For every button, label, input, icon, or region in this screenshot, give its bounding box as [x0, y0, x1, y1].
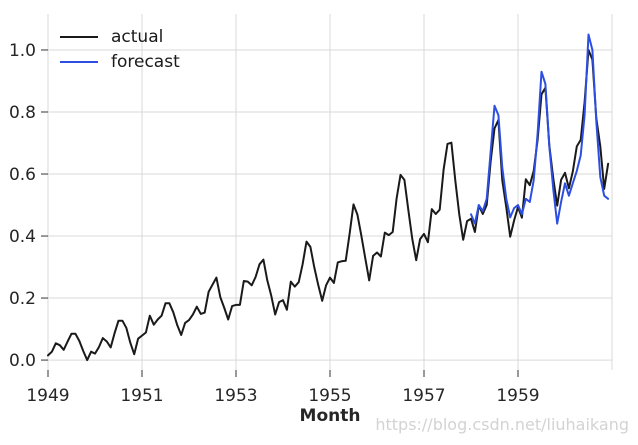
y-tick-label: 0.4: [9, 227, 36, 247]
series-lines: [47, 33, 610, 362]
x-tick-label: 1953: [214, 386, 257, 406]
x-tick-label: 1957: [402, 386, 445, 406]
x-tick-label: 1949: [26, 386, 69, 406]
forecast-series-line: [470, 33, 610, 225]
x-tick-label: 1955: [308, 386, 351, 406]
x-axis-label: Month: [299, 406, 361, 426]
gridlines: [47, 14, 613, 370]
y-tick-label: 0.2: [9, 289, 36, 309]
forecast-line-swatch: [60, 61, 98, 63]
legend-entry-actual: actual: [60, 28, 180, 46]
legend-label-forecast: forecast: [111, 52, 180, 72]
legend: actual forecast: [60, 28, 180, 71]
legend-label-actual: actual: [111, 27, 164, 47]
legend-entry-forecast: forecast: [60, 53, 180, 71]
y-tick-label: 0.6: [9, 165, 36, 185]
actual-line-swatch: [60, 36, 98, 38]
axis-ticks: [41, 49, 519, 377]
watermark-text: https://blog.csdn.net/liuhaikang: [375, 415, 629, 434]
y-tick-label: 1.0: [9, 41, 36, 61]
x-tick-label: 1959: [496, 386, 539, 406]
y-tick-label: 0.0: [9, 351, 36, 371]
y-tick-label: 0.8: [9, 103, 36, 123]
axis-tick-labels: 1949 1951 1953 1955 1957 1959 0.0 0.2 0.4 0.6 0.8 1…: [9, 41, 540, 406]
actual-series-line: [47, 49, 610, 362]
x-tick-label: 1951: [120, 386, 163, 406]
